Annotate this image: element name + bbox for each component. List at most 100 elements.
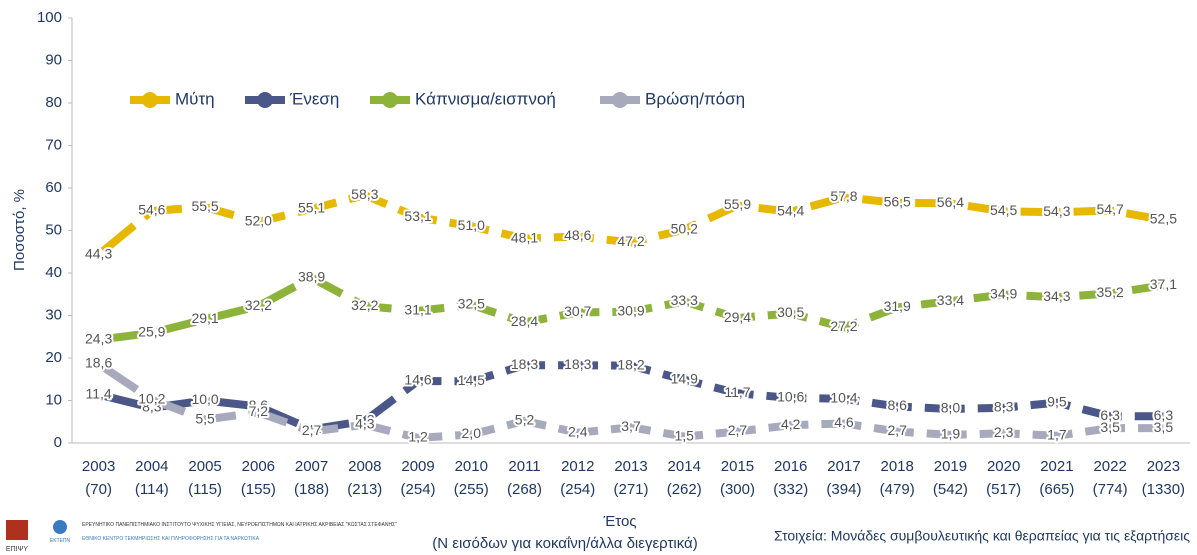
y-tick-label: 70 (45, 136, 62, 153)
value-label: 30,7 (564, 303, 591, 319)
x-tick-label: 2005 (188, 458, 221, 475)
value-label: 4,3 (355, 415, 375, 431)
x-tick-label: 2009 (401, 458, 434, 475)
legend-label: Κάπνισμα/εισπνοή (415, 89, 556, 108)
x-tick-note: (479) (880, 481, 915, 498)
value-label: 3,5 (1154, 419, 1174, 435)
value-label: 14,9 (671, 370, 698, 386)
value-label: 29,1 (191, 310, 218, 326)
x-tick-note: (255) (454, 481, 489, 498)
x-tick-note: (268) (507, 481, 542, 498)
value-label: 3,2 (302, 420, 322, 436)
value-label: 2,3 (994, 424, 1014, 440)
x-tick-note: (155) (241, 481, 276, 498)
value-label: 54,4 (777, 203, 804, 219)
value-label: 4,6 (834, 414, 854, 430)
x-tick-label: 2006 (242, 458, 275, 475)
x-tick-label: 2014 (668, 458, 701, 475)
value-label: 37,1 (1150, 276, 1177, 292)
value-label: 6,3 (1154, 407, 1174, 423)
x-tick-note: (665) (1039, 481, 1074, 498)
value-label: 18,3 (511, 356, 538, 372)
x-tick-note: (213) (347, 481, 382, 498)
value-label: 10,6 (777, 389, 804, 405)
value-label: 7,2 (249, 403, 269, 419)
value-label: 27,2 (830, 318, 857, 334)
value-label: 56,4 (937, 194, 964, 210)
x-tick-note: (254) (401, 481, 436, 498)
value-label: 54,6 (138, 202, 165, 218)
value-label: 1,2 (408, 429, 428, 445)
x-tick-label: 2003 (82, 458, 115, 475)
value-label: 54,7 (1097, 201, 1124, 217)
y-axis-label: Ποσοστό, % (11, 189, 28, 271)
value-label: 10,2 (138, 390, 165, 406)
value-label: 8,3 (994, 398, 1014, 414)
value-label: 29,4 (724, 309, 751, 325)
x-tick-label: 2010 (455, 458, 488, 475)
value-label: 5,2 (355, 412, 375, 428)
x-tick-label: 2008 (348, 458, 381, 475)
x-tick-label: 2015 (721, 458, 754, 475)
y-tick-label: 10 (45, 391, 62, 408)
y-tick-label: 30 (45, 306, 62, 323)
value-label: 53,1 (404, 208, 431, 224)
value-label: 31,9 (884, 298, 911, 314)
value-label: 31,1 (404, 302, 431, 318)
value-label: 32,2 (245, 297, 272, 313)
value-label: 28,4 (511, 313, 538, 329)
y-tick-label: 90 (45, 51, 62, 68)
logo-center-name: ΕΚΤΕΠΝ (50, 538, 71, 544)
x-tick-label: 2023 (1147, 458, 1180, 475)
value-label: 9,5 (1047, 393, 1067, 409)
x-tick-label: 2019 (934, 458, 967, 475)
legend-label: Βρώση/πόση (645, 89, 745, 108)
value-label: 32,5 (458, 296, 485, 312)
value-label: 8,6 (249, 397, 269, 413)
x-tick-note: (517) (986, 481, 1021, 498)
value-label: 55,9 (724, 196, 751, 212)
legend-marker (142, 92, 158, 108)
x-tick-note: (300) (720, 481, 755, 498)
value-label: 48,1 (511, 229, 538, 245)
logo-ektepn (53, 520, 67, 534)
x-tick-label: 2004 (135, 458, 168, 475)
legend-marker (257, 92, 273, 108)
y-tick-label: 80 (45, 94, 62, 111)
value-label: 3,5 (1100, 419, 1120, 435)
institute-text: ΕΡΕΥΝΗΤΙΚΟ ΠΑΝΕΠΙΣΤΗΜΙΑΚΟ ΙΝΣΤΙΤΟΥΤΟ ΨΥΧ… (82, 522, 397, 528)
value-label: 52,5 (1150, 211, 1177, 227)
x-tick-label: 2016 (774, 458, 807, 475)
legend-label: Μύτη (175, 89, 215, 108)
value-label: 54,5 (990, 202, 1017, 218)
value-label: 33,3 (671, 292, 698, 308)
x-tick-note: (774) (1093, 481, 1128, 498)
value-label: 57,8 (830, 188, 857, 204)
x-tick-label: 2011 (508, 458, 540, 475)
value-label: 34,3 (1043, 288, 1070, 304)
value-label: 8,3 (142, 398, 162, 414)
x-tick-note: (1330) (1142, 481, 1185, 498)
x-tick-note: (262) (667, 481, 702, 498)
x-tick-label: 2022 (1093, 458, 1126, 475)
x-axis-sublabel: (Ν εισόδων για κοκαΐνη/άλλα διεγερτικά) (432, 535, 697, 552)
x-tick-label: 2021 (1040, 458, 1073, 475)
value-label: 52,0 (245, 213, 272, 229)
x-tick-note: (254) (560, 481, 595, 498)
value-label: 30,5 (777, 304, 804, 320)
value-label: 48,6 (564, 227, 591, 243)
value-label: 58,3 (351, 186, 378, 202)
series-line (97, 361, 1164, 434)
value-label: 4,2 (781, 416, 801, 432)
value-label: 2,0 (462, 425, 482, 441)
value-label: 18,3 (564, 356, 591, 372)
value-label: 18,6 (85, 355, 112, 371)
value-label: 44,3 (85, 245, 112, 261)
value-label: 33,4 (937, 292, 964, 308)
value-label: 5,5 (195, 410, 215, 426)
value-label: 2,4 (568, 424, 588, 440)
y-tick-label: 20 (45, 349, 62, 366)
value-label: 8,6 (887, 397, 907, 413)
value-label: 32,2 (351, 297, 378, 313)
value-label: 2,7 (728, 422, 748, 438)
